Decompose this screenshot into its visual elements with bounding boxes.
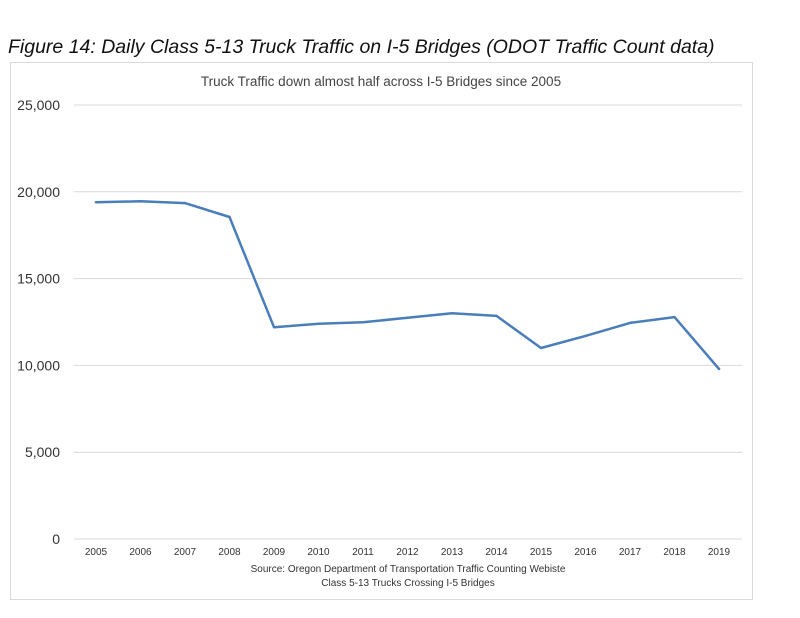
source-note: Source: Oregon Department of Transportat… xyxy=(251,564,566,575)
x-tick-label: 2016 xyxy=(574,547,597,558)
figure-caption: Figure 14: Daily Class 5-13 Truck Traffi… xyxy=(8,36,715,58)
x-tick-label: 2014 xyxy=(485,547,508,558)
data-point xyxy=(673,315,676,319)
x-tick-label: 2006 xyxy=(129,547,152,558)
data-point xyxy=(272,326,276,329)
x-tick-label: 2019 xyxy=(708,547,731,558)
y-axis-ticks: 0 5,000 10,000 15,000 20,000 25,000 xyxy=(17,97,60,547)
y-tick-label: 10,000 xyxy=(17,357,60,373)
chart-title: Truck Traffic down almost half across I-… xyxy=(201,74,561,89)
y-tick-label: 25,000 xyxy=(17,97,60,113)
y-tick-label: 0 xyxy=(52,531,60,547)
data-point xyxy=(717,367,721,371)
data-point xyxy=(139,200,142,203)
data-point xyxy=(584,334,587,338)
data-point xyxy=(228,215,231,219)
x-tick-label: 2013 xyxy=(441,547,464,558)
x-tick-label: 2007 xyxy=(174,547,197,558)
x-axis-ticks: 2005 2006 2007 2008 2009 2010 2011 2012 2013 2014… xyxy=(85,547,731,558)
x-tick-label: 2012 xyxy=(396,547,419,558)
data-point xyxy=(539,346,543,350)
x-tick-label: 2015 xyxy=(530,547,553,558)
x-tick-label: 2005 xyxy=(85,547,108,558)
x-tick-label: 2017 xyxy=(619,547,642,558)
x-tick-label: 2010 xyxy=(307,547,330,558)
data-point xyxy=(94,201,98,204)
y-tick-label: 20,000 xyxy=(17,184,60,200)
data-point xyxy=(628,321,632,325)
data-point xyxy=(450,312,454,315)
chart-frame xyxy=(10,62,753,600)
x-tick-label: 2008 xyxy=(218,547,241,558)
data-point xyxy=(495,314,498,318)
y-tick-label: 15,000 xyxy=(17,271,60,287)
data-point xyxy=(406,316,409,319)
data-point xyxy=(361,321,365,324)
series-layer xyxy=(94,200,721,371)
data-point xyxy=(317,322,320,325)
gridlines xyxy=(74,104,742,540)
data-point xyxy=(183,201,187,205)
x-axis-label: Class 5-13 Trucks Crossing I-5 Bridges xyxy=(321,578,494,589)
series-line xyxy=(94,200,721,371)
x-tick-label: 2009 xyxy=(263,547,286,558)
x-tick-label: 2018 xyxy=(663,547,686,558)
x-tick-label: 2011 xyxy=(352,547,374,558)
y-tick-label: 5,000 xyxy=(25,444,60,460)
